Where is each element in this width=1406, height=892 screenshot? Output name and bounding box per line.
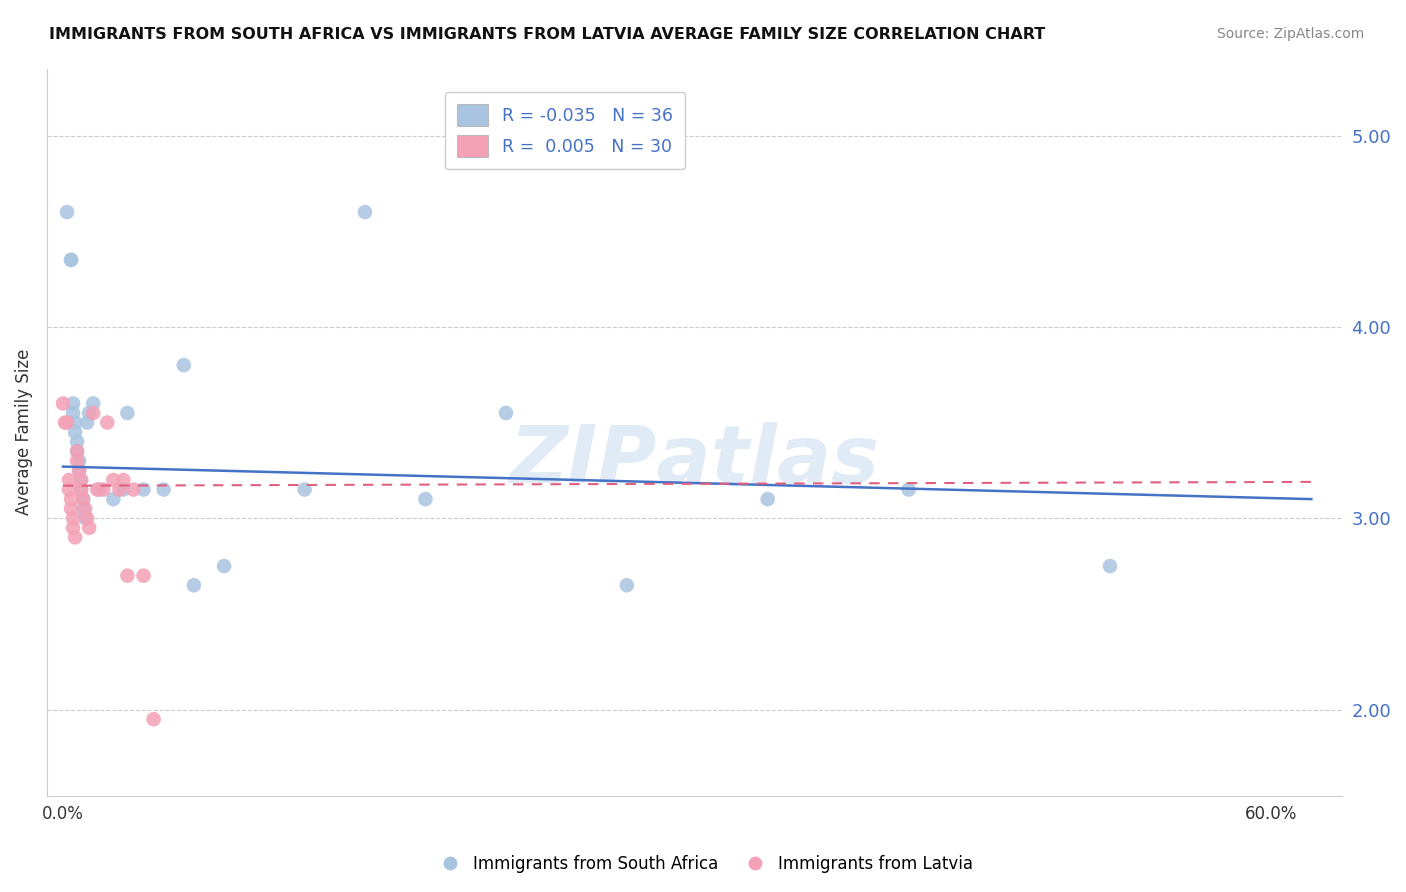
Point: [56, 205, 79, 219]
Point: [66, 444, 89, 458]
Point: [897, 483, 920, 497]
Point: [66, 454, 89, 468]
Point: [103, 492, 125, 507]
Point: [70, 483, 93, 497]
Point: [53, 416, 76, 430]
Point: [62, 511, 84, 525]
Point: [152, 483, 174, 497]
Point: [75, 501, 97, 516]
Point: [77, 406, 100, 420]
Text: Source: ZipAtlas.com: Source: ZipAtlas.com: [1216, 27, 1364, 41]
Point: [122, 483, 145, 497]
Point: [1098, 559, 1121, 574]
Point: [142, 712, 165, 726]
Point: [117, 406, 139, 420]
Point: [112, 473, 135, 487]
Point: [77, 521, 100, 535]
Point: [62, 406, 84, 420]
Point: [63, 425, 86, 439]
Point: [66, 444, 89, 458]
Legend: R = -0.035   N = 36, R =  0.005   N = 30: R = -0.035 N = 36, R = 0.005 N = 30: [444, 92, 685, 169]
Point: [212, 559, 235, 574]
Point: [52, 396, 75, 410]
Point: [108, 483, 131, 497]
Point: [173, 358, 195, 372]
Text: IMMIGRANTS FROM SOUTH AFRICA VS IMMIGRANTS FROM LATVIA AVERAGE FAMILY SIZE CORRE: IMMIGRANTS FROM SOUTH AFRICA VS IMMIGRAN…: [49, 27, 1046, 42]
Point: [70, 473, 93, 487]
Point: [112, 483, 135, 497]
Point: [67, 454, 90, 468]
Point: [60, 252, 83, 267]
Point: [616, 578, 638, 592]
Point: [72, 501, 94, 516]
Point: [82, 406, 104, 420]
Point: [415, 492, 437, 507]
Point: [132, 568, 155, 582]
Point: [756, 492, 779, 507]
Point: [76, 511, 98, 525]
Point: [56, 416, 79, 430]
Point: [60, 501, 83, 516]
Point: [103, 473, 125, 487]
Point: [91, 483, 114, 497]
Point: [96, 416, 118, 430]
Point: [58, 483, 80, 497]
Point: [67, 463, 90, 477]
Point: [70, 473, 93, 487]
Point: [132, 483, 155, 497]
Point: [82, 396, 104, 410]
Point: [63, 530, 86, 544]
Point: [75, 511, 97, 525]
Point: [62, 521, 84, 535]
Point: [60, 492, 83, 507]
Point: [67, 463, 90, 477]
Y-axis label: Average Family Size: Average Family Size: [15, 349, 32, 516]
Text: ZIP​atlas: ZIP​atlas: [509, 422, 879, 500]
Point: [60, 252, 83, 267]
Point: [72, 492, 94, 507]
Point: [58, 473, 80, 487]
Point: [72, 492, 94, 507]
Point: [495, 406, 517, 420]
Point: [117, 568, 139, 582]
Point: [63, 416, 86, 430]
Point: [89, 483, 111, 497]
Point: [354, 205, 377, 219]
Point: [62, 396, 84, 410]
Point: [183, 578, 205, 592]
Point: [86, 483, 108, 497]
Legend: Immigrants from South Africa, Immigrants from Latvia: Immigrants from South Africa, Immigrants…: [426, 848, 980, 880]
Point: [70, 483, 93, 497]
Point: [294, 483, 316, 497]
Point: [76, 416, 98, 430]
Point: [66, 434, 89, 449]
